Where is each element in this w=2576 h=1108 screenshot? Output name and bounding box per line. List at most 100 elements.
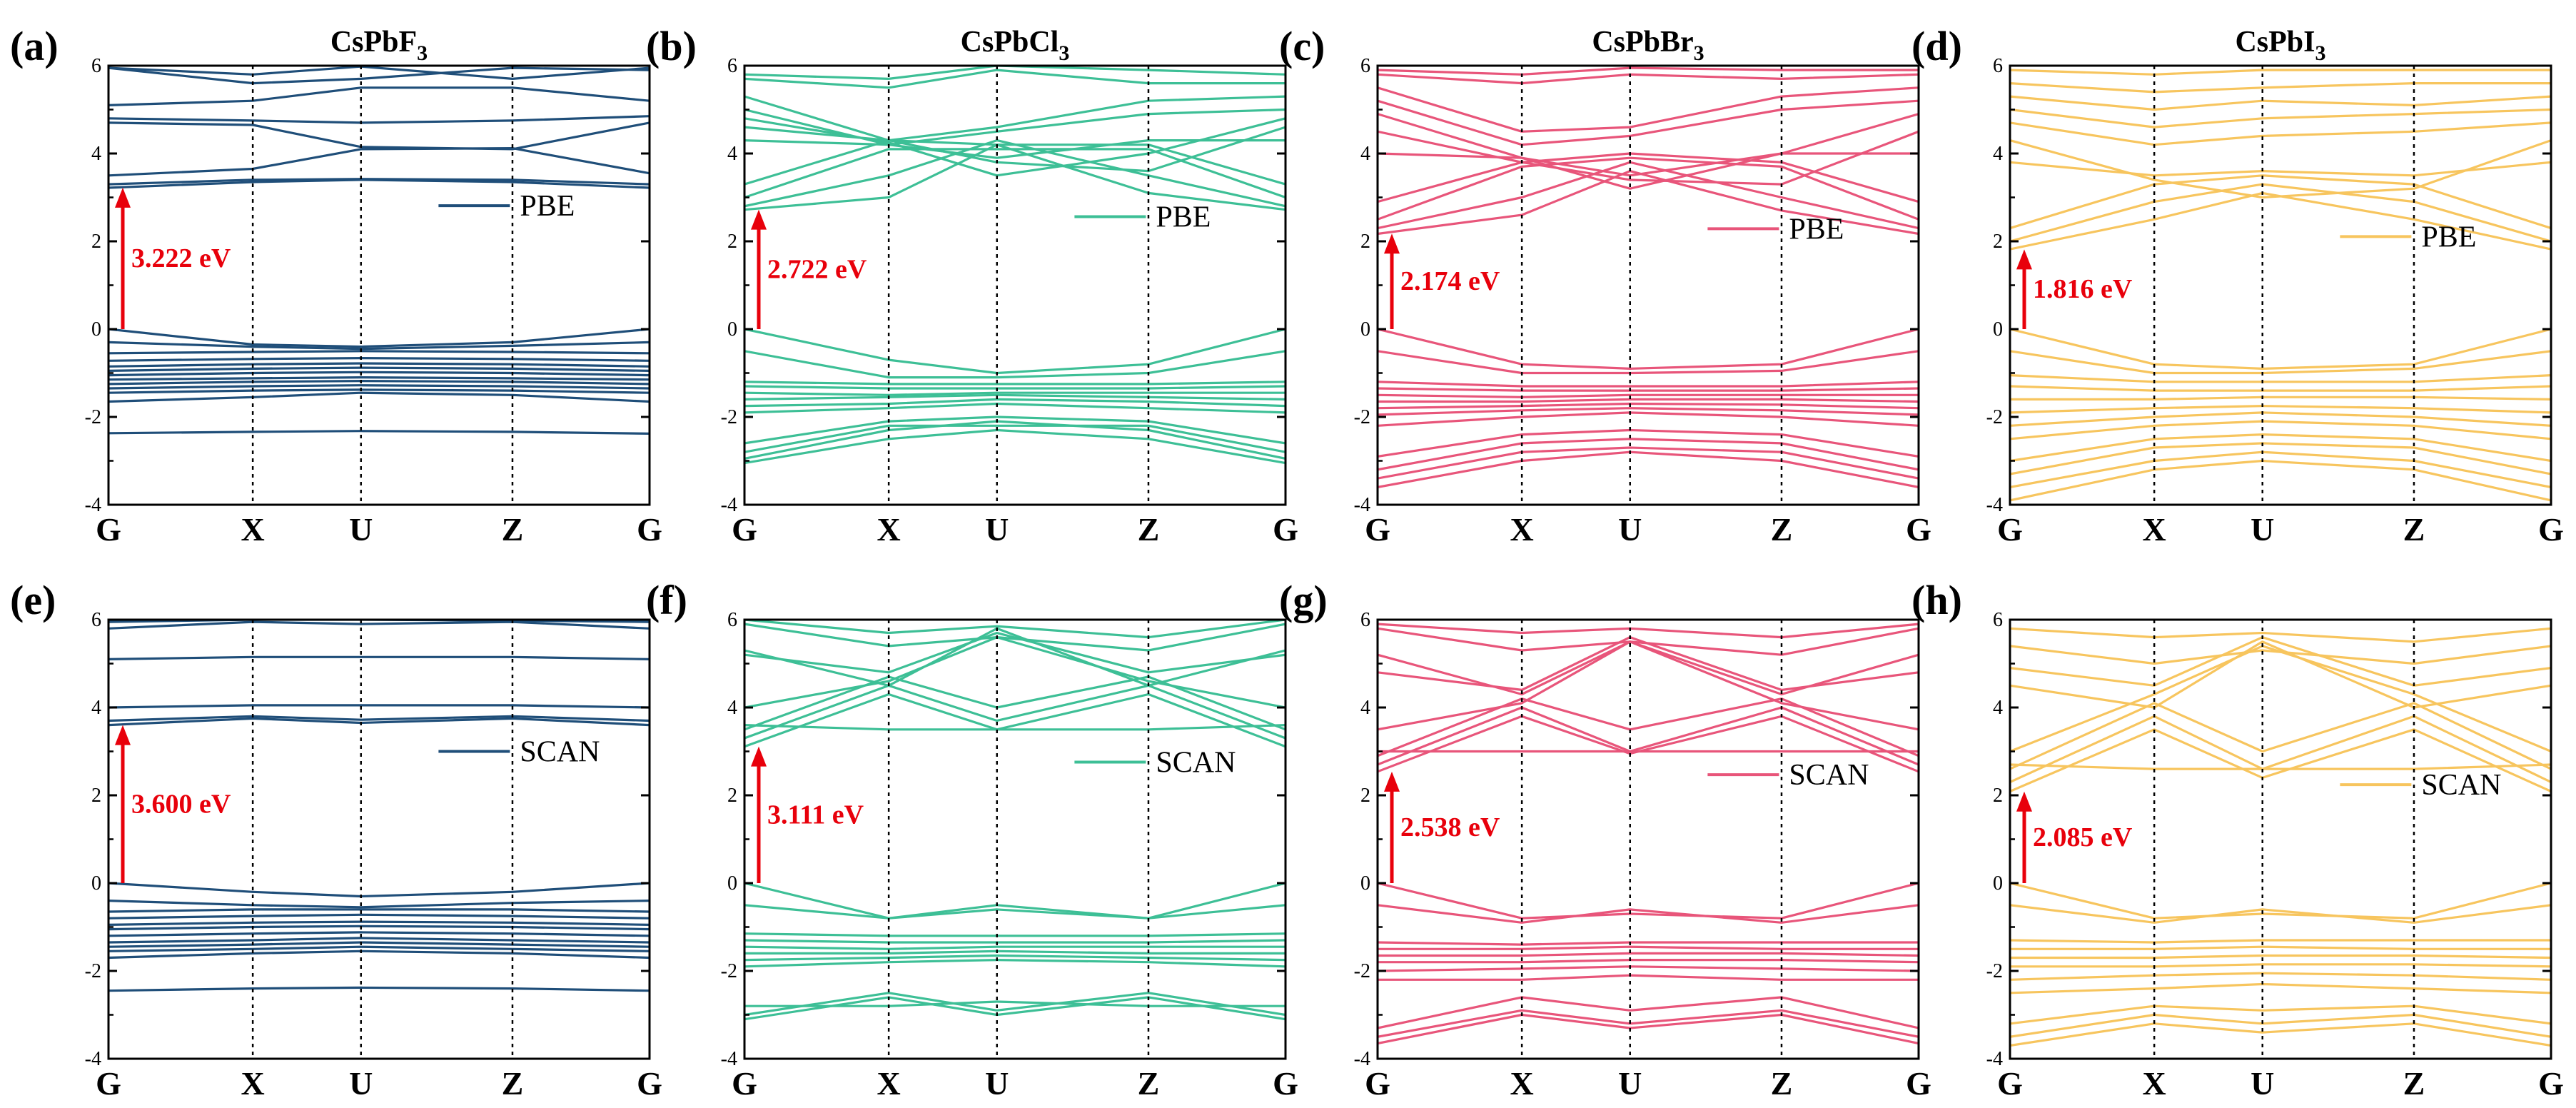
band-line-16 [2010, 640, 2551, 709]
band-line-18 [108, 86, 650, 106]
x-tick-label: G [1273, 511, 1298, 548]
band-line-6 [744, 393, 1286, 401]
y-tick-label: 0 [91, 872, 101, 895]
band-line-21 [1378, 86, 1919, 133]
x-tick-label: X [1510, 1065, 1534, 1102]
band-line-19 [744, 620, 1286, 639]
band-gap-label: 3.111 eV [767, 800, 864, 830]
panel-label: (d) [1911, 23, 1962, 69]
band-line-10 [744, 882, 1286, 920]
panel-title-subscript: 3 [1059, 41, 1069, 65]
x-tick-label: Z [2403, 511, 2425, 548]
panel-title-formula: CsPbBr [1592, 26, 1693, 59]
x-tick-label: G [2538, 511, 2564, 548]
y-tick-label: -2 [85, 960, 101, 982]
panel-label: (f) [646, 577, 687, 623]
band-line-18 [1378, 627, 1919, 656]
legend-label: PBE [2421, 221, 2476, 253]
band-gap-arrow-head [1384, 233, 1400, 254]
band-gap-arrow-head [2016, 249, 2032, 270]
band-line-21 [744, 69, 1286, 89]
band-line-0 [108, 986, 650, 992]
band-gap-label: 2.538 eV [1400, 812, 1500, 842]
band-line-7 [1378, 398, 1919, 403]
y-tick-label: -4 [85, 1048, 101, 1070]
band-line-2 [744, 424, 1286, 453]
band-line-3 [744, 416, 1286, 445]
band-line-16 [744, 631, 1286, 674]
x-tick-label: Z [1771, 1065, 1793, 1102]
x-tick-label: X [1510, 511, 1534, 548]
band-line-8 [108, 362, 650, 368]
band-panel-a: -4 -2 0 2 4 6 G X U Z G (a) CsPbF3 3.222 eV PBE [10, 23, 662, 548]
band-line-7 [744, 391, 1286, 396]
band-line-1 [108, 391, 650, 403]
x-tick-label: G [96, 511, 121, 548]
band-line-1 [1378, 446, 1919, 480]
band-gap-arrow-head [751, 746, 767, 767]
y-tick-label: 0 [1360, 872, 1370, 895]
band-line-14 [2010, 174, 2551, 230]
band-line-20 [2010, 81, 2551, 94]
x-tick-label: G [1997, 511, 2023, 548]
y-tick-label: 6 [1360, 609, 1370, 631]
y-tick-label: -4 [85, 494, 101, 516]
band-line-14 [744, 148, 1286, 199]
y-tick-label: 0 [1360, 318, 1370, 341]
band-line-7 [108, 920, 650, 926]
legend-label: SCAN [1789, 759, 1869, 792]
y-tick-label: 4 [1360, 143, 1370, 165]
band-line-19 [108, 66, 650, 85]
band-line-13 [744, 139, 1286, 208]
band-line-20 [744, 95, 1286, 142]
y-tick-label: -4 [721, 1048, 737, 1070]
x-tick-label: U [349, 511, 373, 548]
band-line-11 [2010, 328, 2551, 371]
band-line-16 [744, 139, 1286, 159]
x-tick-label: Z [2403, 1065, 2425, 1102]
y-tick-label: 6 [727, 609, 737, 631]
band-gap-label: 1.816 eV [2033, 274, 2133, 304]
band-line-7 [1378, 945, 1919, 950]
y-tick-label: 0 [91, 318, 101, 341]
y-tick-label: 2 [1360, 231, 1370, 253]
band-line-9 [744, 381, 1286, 386]
x-tick-label: G [1997, 1065, 2023, 1102]
x-tick-label: X [877, 1065, 901, 1102]
x-tick-label: X [2143, 1065, 2166, 1102]
band-line-6 [744, 945, 1286, 950]
band-gap-arrow-head [115, 725, 131, 745]
band-line-14 [744, 724, 1286, 731]
panel-title-subscript: 3 [417, 41, 428, 65]
legend-label: SCAN [520, 736, 600, 769]
band-line-12 [744, 684, 1286, 740]
band-gap-arrow-head [1384, 771, 1400, 792]
x-tick-label: G [732, 511, 757, 548]
band-line-19 [2010, 627, 2551, 643]
band-panel-f: -4 -2 0 2 4 6 G X U Z G (f) 3.111 eV SCAN [646, 577, 1298, 1102]
band-line-7 [108, 366, 650, 372]
band-gap-label: 3.600 eV [131, 789, 231, 819]
panel-title-formula: CsPbF [330, 26, 417, 59]
band-line-9 [1378, 904, 1919, 924]
y-tick-label: 6 [1360, 55, 1370, 77]
x-tick-label: Z [1771, 511, 1793, 548]
band-line-5 [108, 376, 650, 381]
band-line-18 [744, 117, 1286, 177]
band-line-0 [2010, 1022, 2551, 1047]
y-tick-label: -2 [1354, 960, 1370, 982]
band-line-8 [1378, 393, 1919, 398]
y-tick-label: 4 [1993, 697, 2003, 719]
band-gap-label: 3.222 eV [131, 243, 231, 273]
band-line-2 [108, 945, 650, 952]
x-tick-label: Z [502, 511, 524, 548]
y-tick-label: 2 [727, 231, 737, 253]
panel-label: (b) [646, 23, 697, 69]
band-line-17 [2010, 121, 2551, 146]
y-tick-label: -2 [721, 960, 737, 982]
y-tick-label: -4 [1354, 1048, 1370, 1070]
y-tick-label: 0 [1993, 872, 2003, 895]
x-tick-label: X [241, 511, 265, 548]
band-line-12 [1378, 328, 1919, 371]
band-line-18 [1378, 130, 1919, 186]
